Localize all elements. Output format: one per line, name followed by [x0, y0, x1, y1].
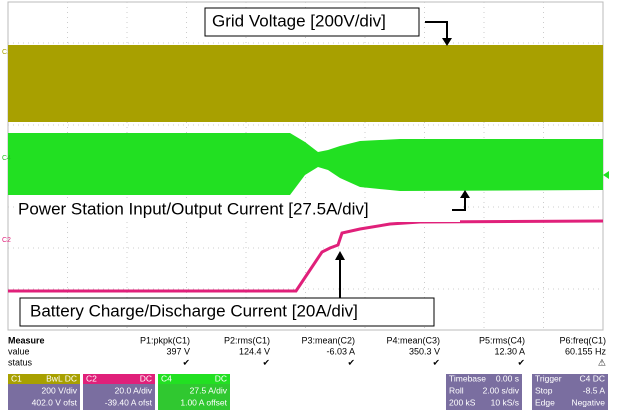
timebase-value: 10 kS/s: [491, 397, 519, 407]
annotation: Power Station Input/Output Current [27.5…: [18, 199, 369, 218]
timebase-value: 2.00 s/div: [483, 385, 520, 395]
measure-cell: ✔: [262, 357, 270, 367]
trigger-marker: [603, 171, 609, 179]
timebase-value: 0.00 s: [496, 373, 519, 383]
channel-scale: 20.0 A/div: [115, 385, 153, 395]
scope-screen: C1 C4 C2 Grid Voltage [200V/div] Power S…: [0, 0, 618, 413]
channel-name: C4: [161, 373, 172, 383]
measure-cell: Measure: [8, 335, 45, 345]
measure-cell: P5:rms(C4): [479, 335, 525, 345]
measure-cell: P4:mean(C3): [386, 335, 440, 345]
measure-cell: ✔: [432, 357, 440, 367]
channel-offset: -39.40 A ofst: [105, 397, 153, 407]
channel-name: C1: [11, 373, 22, 383]
measure-cell: 12.30 A: [494, 346, 525, 356]
measure-cell: ⚠: [598, 357, 606, 367]
trigger-value: Negative: [571, 397, 605, 407]
channel-scale: 200 V/div: [42, 385, 78, 395]
trace-label: C2: [2, 237, 11, 244]
measure-table: Measure P1:pkpk(C1) P2:rms(C1) P3:mean(C2) P…: [8, 335, 606, 367]
measure-cell: P1:pkpk(C1): [140, 335, 190, 345]
trace-label: C4: [2, 155, 11, 162]
channel-offset: 402.0 V ofst: [32, 397, 78, 407]
channel-boxes: C1 BwL DC 200 V/div 402.0 V ofst C2 DC 20.0 A/…: [8, 373, 608, 410]
measure-cell: -6.03 A: [326, 346, 355, 356]
measure-cell: 124.4 V: [239, 346, 270, 356]
timebase-label: 200 kS: [449, 397, 476, 407]
trace-label: C1: [2, 49, 11, 56]
channel-coupling: DC: [140, 373, 152, 383]
c1-trace: [8, 45, 603, 122]
channel-offset: 1.00 A offset: [180, 397, 227, 407]
timebase-label: Timebase: [449, 373, 486, 383]
channel-scale: 27.5 A/div: [190, 385, 228, 395]
channel-coupling: DC: [215, 373, 227, 383]
channel-coupling: BwL DC: [46, 373, 77, 383]
measure-cell: P2:rms(C1): [224, 335, 270, 345]
measure-cell: status: [8, 357, 33, 367]
measure-cell: ✔: [347, 357, 355, 367]
measure-cell: 350.3 V: [409, 346, 440, 356]
channel-name: C2: [86, 373, 97, 383]
measure-cell: P3:mean(C2): [301, 335, 355, 345]
measure-cell: 60.155 Hz: [565, 346, 607, 356]
annotation: Battery Charge/Discharge Current [20A/di…: [30, 301, 358, 320]
trigger-label: Edge: [535, 397, 555, 407]
timebase-label: Roll: [449, 385, 464, 395]
measure-cell: P6:freq(C1): [559, 335, 606, 345]
measure-cell: 397 V: [166, 346, 190, 356]
trigger-label: Stop: [535, 385, 553, 395]
trigger-value: -8.5 A: [583, 385, 606, 395]
annotation: Grid Voltage [200V/div]: [212, 11, 386, 30]
trigger-label: Trigger: [535, 373, 562, 383]
measure-cell: ✔: [182, 357, 190, 367]
trigger-value: C4 DC: [579, 373, 605, 383]
measure-cell: ✔: [517, 357, 525, 367]
measure-cell: value: [8, 346, 30, 356]
